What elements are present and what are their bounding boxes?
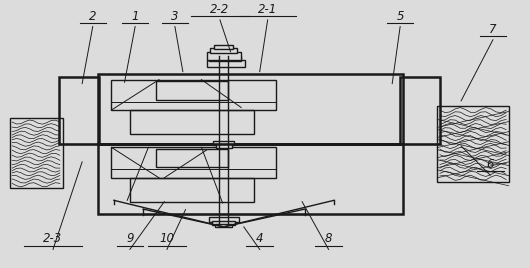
Bar	[214, 44, 233, 49]
Text: 2-3: 2-3	[43, 232, 63, 245]
Bar	[209, 56, 241, 61]
Bar	[98, 144, 403, 214]
Bar	[156, 149, 228, 167]
Bar	[213, 141, 234, 146]
Text: 3: 3	[171, 10, 179, 23]
Text: 6: 6	[487, 158, 494, 171]
Bar	[210, 48, 237, 53]
Text: 2: 2	[89, 10, 96, 23]
Text: 1: 1	[131, 10, 139, 23]
Bar	[111, 147, 276, 178]
Bar	[130, 110, 254, 134]
Text: 8: 8	[325, 232, 332, 245]
Bar	[210, 54, 240, 57]
Text: 9: 9	[126, 232, 134, 245]
Bar	[207, 52, 241, 60]
Text: 4: 4	[256, 232, 263, 245]
Bar	[111, 80, 276, 110]
Text: 7: 7	[489, 23, 497, 36]
Bar	[216, 144, 232, 148]
Bar	[400, 77, 440, 144]
Bar	[212, 221, 235, 225]
Bar	[59, 77, 99, 144]
Text: 10: 10	[160, 232, 174, 245]
Bar	[156, 81, 228, 99]
Bar	[10, 118, 63, 188]
Text: 2-2: 2-2	[210, 3, 229, 16]
Bar	[207, 60, 245, 67]
Bar	[209, 217, 239, 222]
Text: 5: 5	[396, 10, 404, 23]
Text: 2-1: 2-1	[258, 3, 277, 16]
Bar	[130, 178, 254, 202]
Bar	[98, 74, 403, 144]
Bar	[215, 224, 232, 228]
Bar	[437, 106, 509, 182]
